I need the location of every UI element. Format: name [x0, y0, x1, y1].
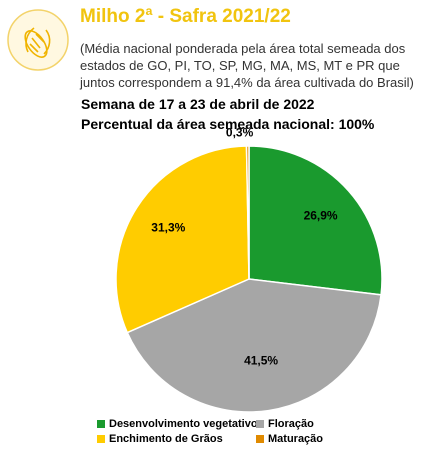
legend-swatch	[256, 420, 264, 428]
legend-swatch	[256, 435, 264, 443]
data-label: 0,3%	[226, 126, 254, 140]
data-label: 26,9%	[304, 208, 338, 222]
legend-swatch	[97, 420, 105, 428]
corn-icon	[7, 9, 69, 71]
area-label: Percentual da área semeada nacional: 100…	[81, 116, 375, 132]
data-label: 41,5%	[244, 354, 278, 368]
legend-item-maturacao: Maturação	[256, 433, 323, 445]
data-label: 31,3%	[151, 220, 185, 234]
legend-item-enchimento: Enchimento de Grãos	[97, 433, 223, 445]
legend-label: Maturação	[268, 433, 324, 445]
legend-item-floracao: Floração	[256, 418, 314, 430]
page-subtitle: (Média nacional ponderada pela área tota…	[80, 41, 414, 90]
week-label: Semana de 17 a 23 de abril de 2022	[81, 96, 315, 112]
legend-item-vegetativo: Desenvolvimento vegetativo	[97, 418, 258, 430]
page-title: Milho 2ª - Safra 2021/22	[80, 6, 291, 27]
legend-label: Floração	[268, 418, 314, 430]
slice-enchimento-de-graos	[115, 145, 250, 334]
slice-floracao	[126, 278, 382, 413]
slice-desenvolvimento-vegetativo	[248, 145, 383, 296]
legend-label: Desenvolvimento vegetativo	[109, 418, 258, 430]
legend-label: Enchimento de Grãos	[109, 433, 223, 445]
legend-swatch	[97, 435, 105, 443]
slice-maturacao	[245, 145, 250, 280]
